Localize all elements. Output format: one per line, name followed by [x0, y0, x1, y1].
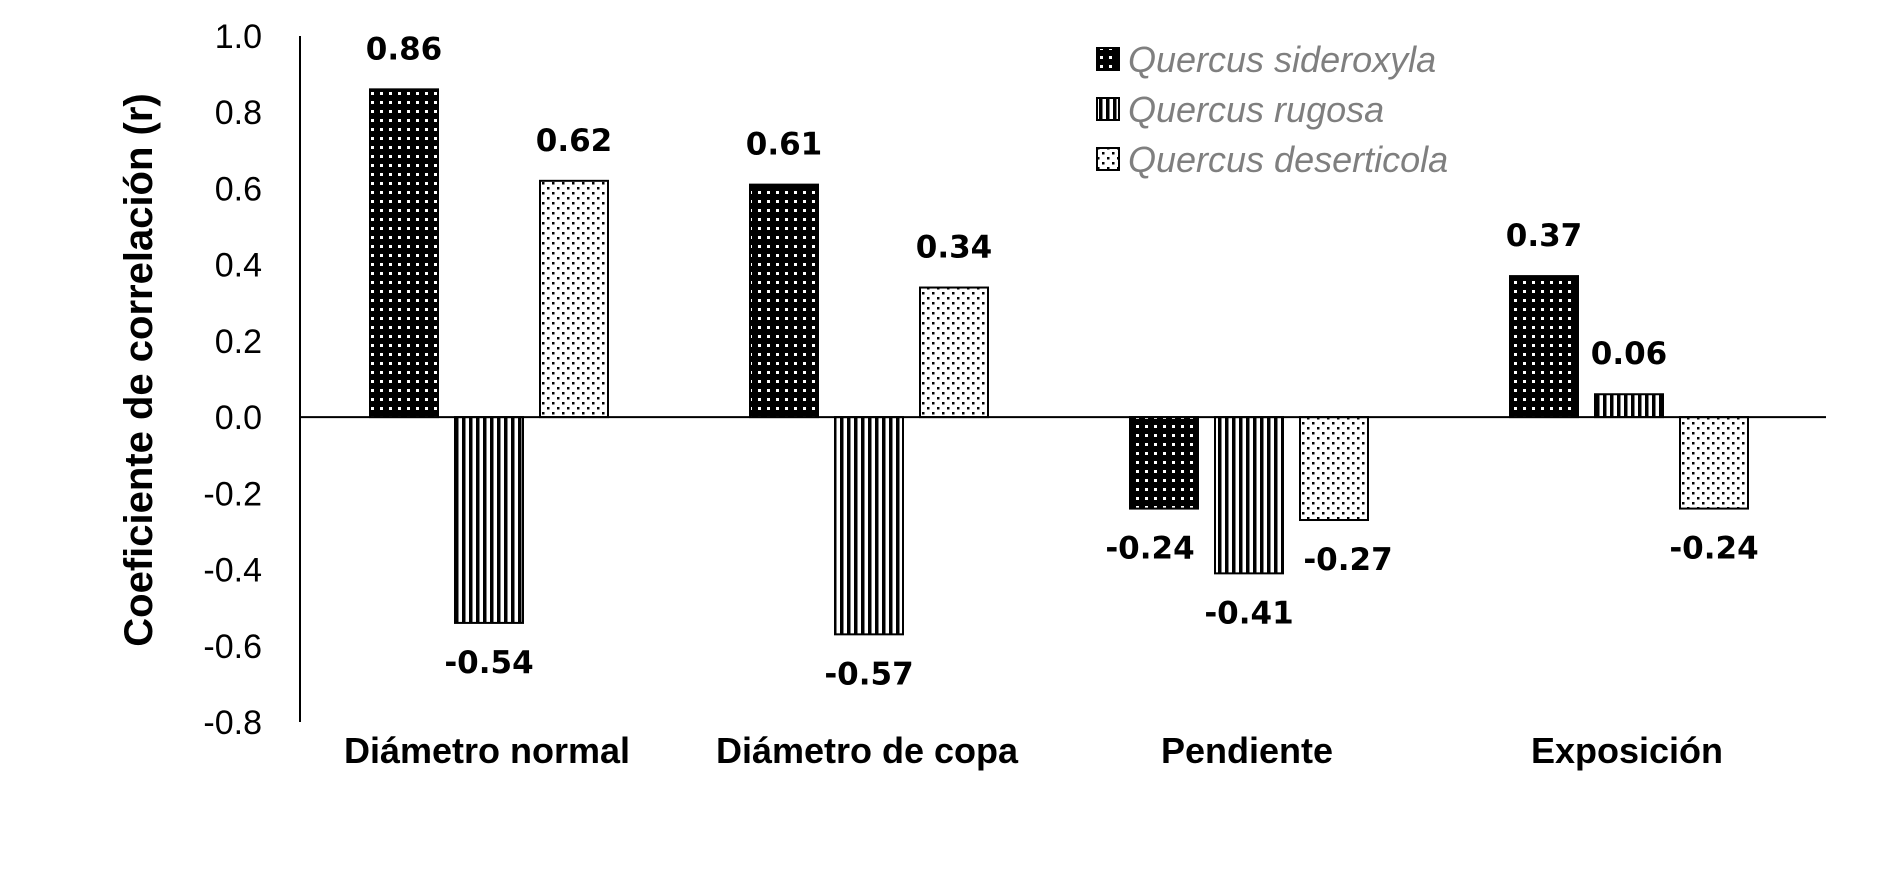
category-label: Pendiente	[1161, 730, 1333, 771]
bar-quercus-rugosa-3	[1594, 393, 1664, 419]
bar-quercus-sideroxyla-2	[1129, 416, 1199, 510]
data-label: 0.61	[746, 127, 823, 163]
category-label: Diámetro normal	[344, 730, 630, 771]
y-tick-label: 0.2	[215, 323, 262, 361]
data-label: -0.24	[1105, 531, 1194, 567]
bar-quercus-sideroxyla-1	[749, 183, 819, 419]
y-tick-label: 1.0	[215, 18, 262, 56]
legend-swatch	[1096, 47, 1120, 71]
data-label: -0.57	[824, 656, 913, 692]
bar-quercus-deserticola-1	[919, 286, 989, 419]
category-label: Exposición	[1531, 730, 1723, 771]
bar-quercus-rugosa-0	[454, 416, 524, 624]
y-tick-label: 0.6	[215, 170, 262, 208]
bar-quercus-rugosa-2	[1214, 416, 1284, 575]
bar-quercus-sideroxyla-3	[1509, 275, 1579, 419]
category-labels: Diámetro normal Diámetro de copa Pendiente…	[344, 730, 1723, 771]
y-tick-label: -0.6	[203, 628, 262, 666]
bar-quercus-rugosa-1	[834, 416, 904, 636]
data-label: -0.24	[1669, 531, 1758, 567]
y-tick-label: 0.0	[215, 399, 262, 437]
bar-quercus-deserticola-3	[1679, 416, 1749, 510]
data-label: 0.86	[366, 31, 443, 67]
data-label: 0.37	[1506, 218, 1583, 254]
y-tick-label: 0.8	[215, 94, 262, 132]
data-labels-group: 0.86 -0.54 0.62 0.61 -0.57 0.34 -0.24 -0.41 -0.2…	[366, 31, 1759, 692]
legend-label: Quercus deserticola	[1128, 139, 1448, 180]
legend-label: Quercus sideroxyla	[1128, 39, 1436, 80]
data-label: 0.62	[536, 123, 613, 159]
y-tick-label: -0.2	[203, 475, 262, 513]
legend: Quercus sideroxyla Quercus rugosa Quercus …	[1096, 39, 1448, 180]
y-axis-ticks: 1.0 0.8 0.6 0.4 0.2 0.0 -0.2 -0.4 -0.6 -0.8	[203, 18, 262, 742]
data-label: 0.34	[916, 230, 993, 266]
bar-quercus-deserticola-2	[1299, 416, 1369, 522]
data-label: -0.27	[1303, 542, 1392, 578]
y-axis-title: Coeficiente de correlación (r)	[117, 93, 161, 646]
data-label: -0.54	[444, 645, 533, 681]
data-label: 0.06	[1591, 336, 1668, 372]
y-tick-label: -0.4	[203, 552, 262, 590]
data-label: -0.41	[1204, 595, 1293, 631]
y-tick-label: -0.8	[203, 704, 262, 742]
legend-swatch	[1096, 97, 1120, 121]
y-tick-label: 0.4	[215, 247, 262, 285]
bars-group	[369, 88, 1749, 636]
legend-label: Quercus rugosa	[1128, 89, 1384, 130]
category-label: Diámetro de copa	[716, 730, 1019, 771]
bar-quercus-deserticola-0	[539, 179, 609, 419]
bar-quercus-sideroxyla-0	[369, 88, 439, 419]
legend-swatch	[1096, 147, 1120, 171]
